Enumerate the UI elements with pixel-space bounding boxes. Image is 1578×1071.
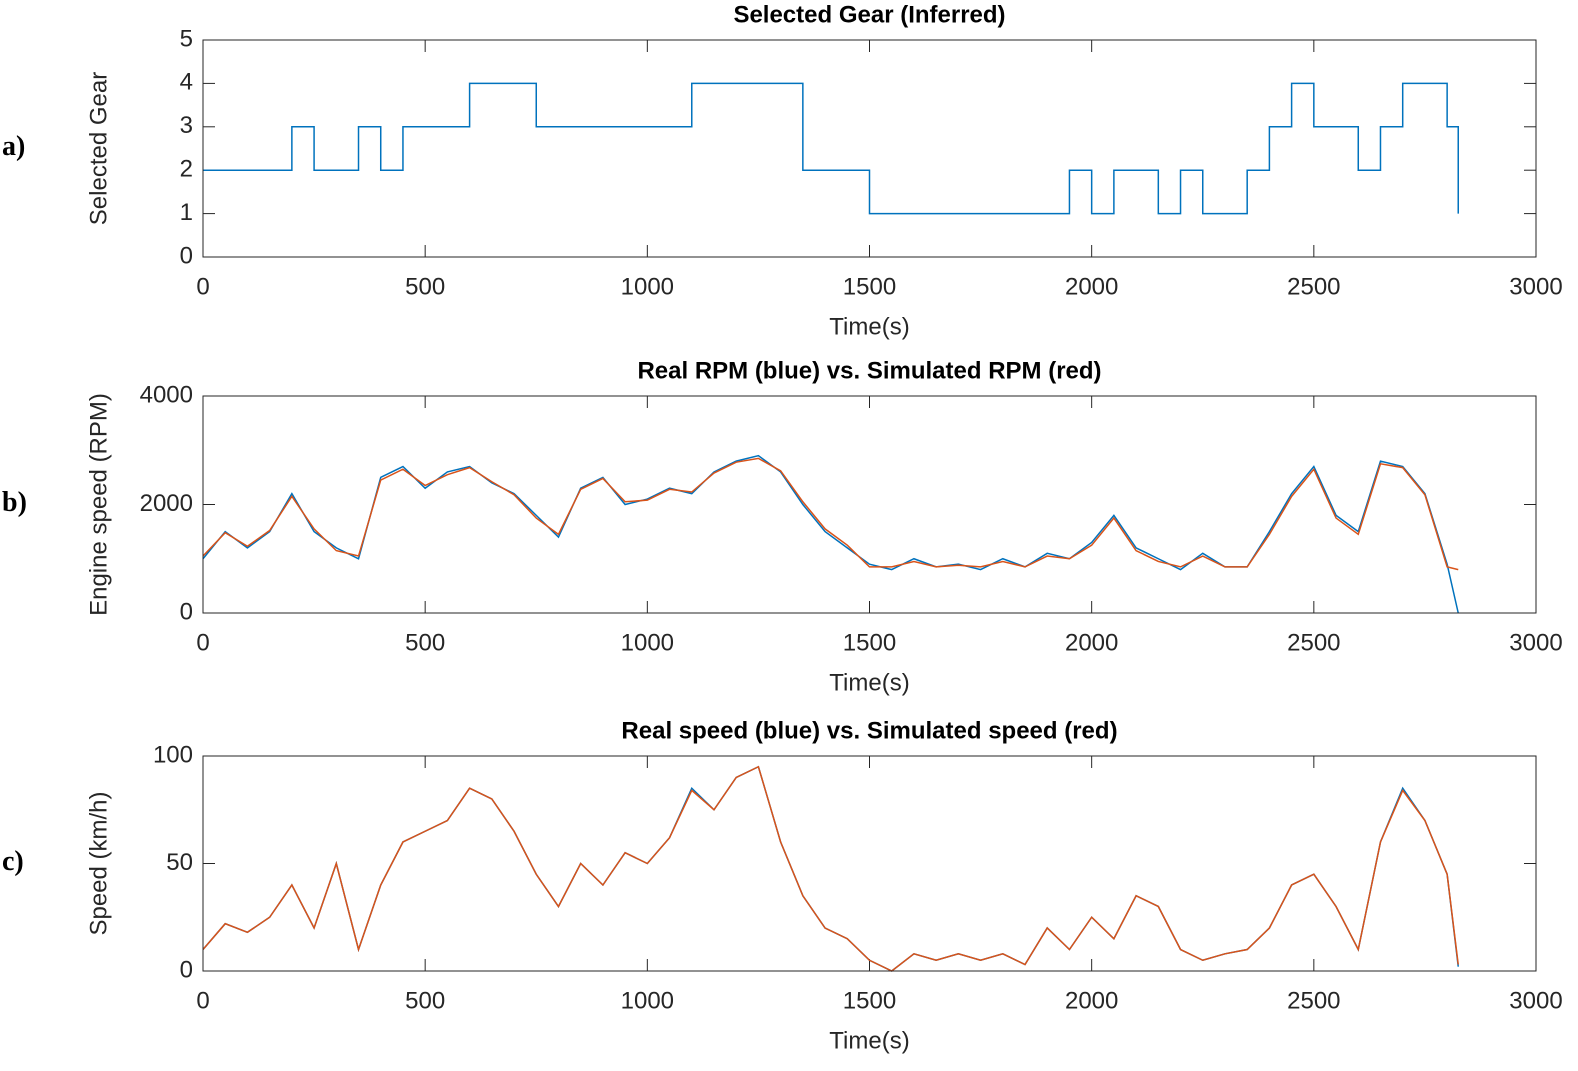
y-axis-label: Speed (km/h) — [85, 791, 112, 935]
x-tick-label: 0 — [196, 273, 209, 300]
y-tick-label: 4 — [180, 69, 193, 96]
x-tick-label: 1000 — [621, 273, 674, 300]
data-line — [202, 765, 1459, 972]
axes-box — [202, 755, 1537, 972]
x-tick-label: 1000 — [621, 629, 674, 656]
chart-title: Real speed (blue) vs. Simulated speed (r… — [621, 717, 1117, 744]
x-axis-label: Time(s) — [829, 313, 909, 340]
x-tick-label: 500 — [405, 273, 445, 300]
x-tick-label: 2500 — [1287, 629, 1340, 656]
x-tick-label: 2500 — [1287, 987, 1340, 1014]
y-tick-label: 2 — [180, 156, 193, 183]
panel-label: c) — [2, 846, 24, 877]
axes-box — [202, 39, 1537, 258]
x-axis-label: Time(s) — [829, 669, 909, 696]
x-tick-label: 1000 — [621, 987, 674, 1014]
panel-label: a) — [2, 131, 25, 162]
y-tick-label: 2000 — [140, 490, 193, 517]
y-tick-label: 1 — [180, 199, 193, 226]
x-tick-label: 3000 — [1509, 273, 1562, 300]
x-tick-label: 1500 — [843, 987, 896, 1014]
y-axis-label: Selected Gear — [85, 72, 112, 225]
y-tick-label: 3 — [180, 112, 193, 139]
x-tick-label: 500 — [405, 629, 445, 656]
y-tick-label: 4000 — [140, 381, 193, 408]
x-tick-label: 1500 — [843, 273, 896, 300]
y-tick-label: 100 — [153, 741, 193, 768]
x-tick-label: 0 — [196, 629, 209, 656]
y-axis-label: Engine speed (RPM) — [85, 393, 112, 616]
x-tick-label: 3000 — [1509, 629, 1562, 656]
x-tick-label: 1500 — [843, 629, 896, 656]
x-tick-label: 3000 — [1509, 987, 1562, 1014]
x-tick-label: 2000 — [1065, 629, 1118, 656]
y-tick-label: 0 — [180, 956, 193, 983]
panel-label: b) — [2, 487, 27, 518]
axes-box — [202, 395, 1537, 614]
x-tick-label: 2000 — [1065, 987, 1118, 1014]
x-tick-label: 0 — [196, 987, 209, 1014]
y-tick-label: 0 — [180, 598, 193, 625]
x-tick-label: 500 — [405, 987, 445, 1014]
x-tick-label: 2500 — [1287, 273, 1340, 300]
y-tick-label: 50 — [166, 849, 193, 876]
data-line — [202, 765, 1459, 972]
data-line — [203, 82, 1459, 215]
y-tick-label: 5 — [180, 25, 193, 52]
data-line — [202, 457, 1459, 571]
chart-title: Selected Gear (Inferred) — [733, 1, 1005, 28]
x-axis-label: Time(s) — [829, 1027, 909, 1054]
chart-title: Real RPM (blue) vs. Simulated RPM (red) — [637, 357, 1101, 384]
x-tick-label: 2000 — [1065, 273, 1118, 300]
y-tick-label: 0 — [180, 242, 193, 269]
